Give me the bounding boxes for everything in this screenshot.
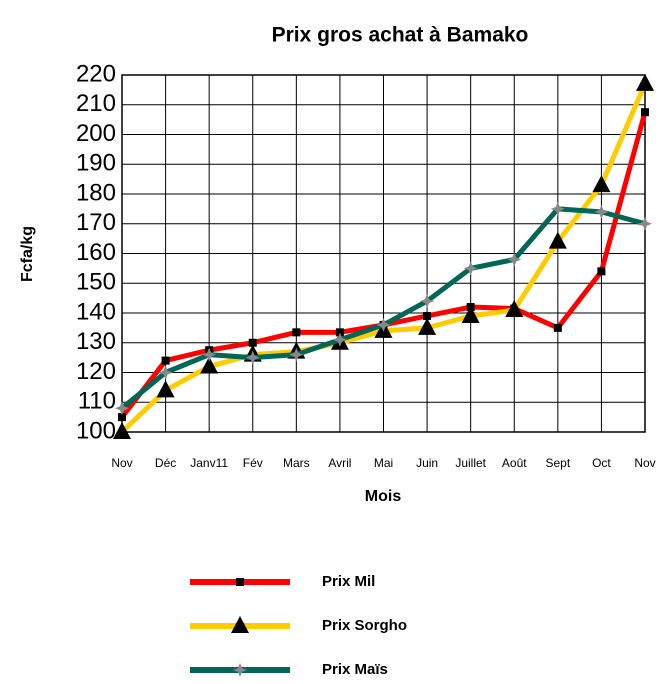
legend-label: Prix Mil: [322, 573, 375, 590]
y-tick-label: 180: [76, 179, 116, 206]
x-tick-label: Déc: [155, 456, 176, 470]
marker: [463, 261, 478, 276]
legend-label: Prix Sorgho: [322, 617, 407, 634]
y-axis-title: Fcfa/kg: [19, 226, 36, 282]
marker: [636, 73, 654, 91]
y-tick-label: 160: [76, 239, 116, 266]
marker: [289, 347, 304, 362]
x-tick-label: Sept: [545, 456, 570, 470]
marker: [641, 108, 649, 117]
marker: [115, 401, 129, 416]
marker: [118, 413, 126, 422]
x-tick-label: Mars: [283, 456, 310, 470]
marker: [156, 380, 175, 398]
marker: [507, 252, 522, 267]
x-axis-title: Mois: [365, 488, 402, 505]
marker: [638, 216, 652, 231]
x-tick-label: Août: [502, 456, 527, 470]
marker: [245, 350, 260, 365]
marker: [418, 317, 437, 335]
x-tick-label: Avril: [328, 456, 351, 470]
marker: [158, 365, 173, 380]
marker: [200, 356, 219, 374]
marker: [597, 267, 606, 276]
marker: [553, 323, 562, 332]
marker: [202, 347, 217, 362]
marker: [248, 338, 257, 347]
x-tick-label: Fév: [243, 456, 263, 470]
y-tick-label: 200: [76, 120, 116, 147]
marker: [420, 294, 435, 309]
y-tick-label: 130: [76, 328, 116, 355]
y-tick-label: 120: [76, 358, 116, 385]
x-tick-label: Mai: [374, 456, 393, 470]
marker: [550, 201, 565, 216]
marker: [505, 300, 524, 318]
x-tick-label: Juillet: [455, 456, 486, 470]
chart-title: Prix gros achat à Bamako: [272, 24, 529, 47]
y-tick-label: 210: [76, 90, 116, 117]
marker: [231, 616, 249, 633]
plot-frame: [121, 74, 646, 433]
y-tick-label: 220: [76, 60, 116, 87]
marker: [292, 328, 301, 337]
y-tick-label: 190: [76, 150, 116, 177]
marker: [335, 328, 344, 337]
legend-label: Prix Maïs: [322, 661, 388, 678]
marker: [113, 422, 131, 439]
y-tick-label: 170: [76, 209, 116, 236]
y-tick-label: 150: [76, 269, 116, 296]
marker: [592, 175, 611, 193]
y-tick-label: 100: [76, 417, 116, 444]
marker: [461, 305, 480, 323]
y-tick-label: 110: [78, 388, 116, 415]
x-tick-label: Nov: [634, 456, 655, 470]
marker: [594, 204, 609, 219]
x-tick-label: Juin: [416, 456, 438, 470]
marker: [236, 578, 244, 586]
series: [115, 201, 652, 416]
marker: [233, 663, 247, 677]
x-tick-label: Nov: [111, 456, 132, 470]
marker: [548, 231, 567, 249]
x-tick-label: Janv11: [190, 456, 228, 470]
marker: [423, 311, 432, 320]
marker: [161, 356, 170, 365]
marker: [376, 317, 391, 332]
y-tick-label: 140: [76, 298, 116, 325]
x-tick-label: Oct: [592, 456, 611, 470]
marker: [332, 332, 347, 347]
